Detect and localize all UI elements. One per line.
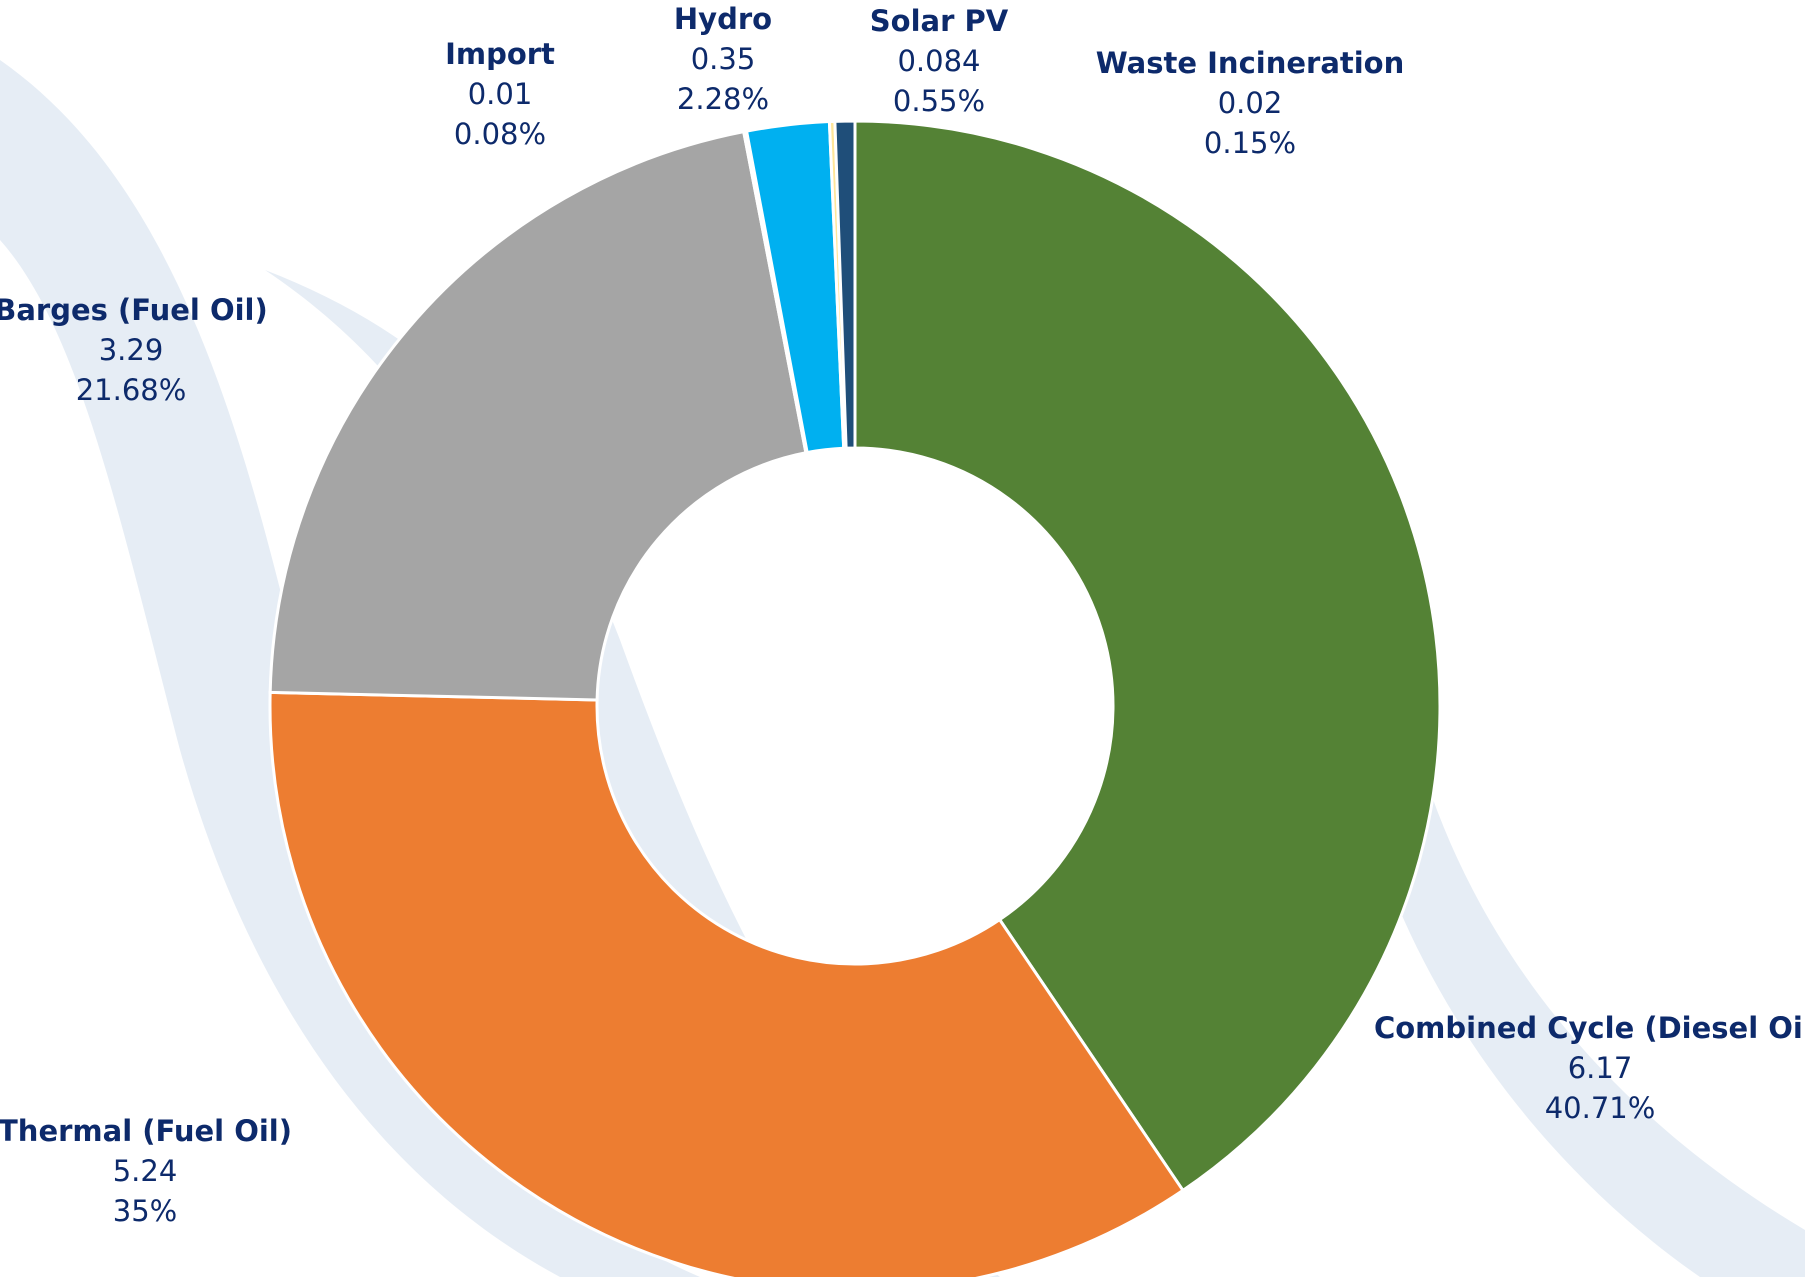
share-label: 0.15% bbox=[1204, 126, 1296, 160]
category-label: Import bbox=[445, 37, 555, 71]
category-label: Barges (Fuel Oil) bbox=[0, 293, 268, 327]
value-label: 0.02 bbox=[1218, 86, 1283, 120]
value-label: 0.35 bbox=[691, 42, 756, 76]
slice bbox=[268, 129, 808, 702]
category-label: Solar PV bbox=[870, 4, 1009, 38]
share-label: 2.28% bbox=[677, 82, 769, 116]
slice bbox=[853, 119, 1442, 1193]
category-label: Combined Cycle (Diesel Oil) bbox=[1374, 1011, 1805, 1045]
value-label: 6.17 bbox=[1568, 1051, 1633, 1085]
category-label: Waste Incineration bbox=[1096, 46, 1405, 80]
value-label: 0.084 bbox=[897, 44, 980, 78]
share-label: 0.55% bbox=[893, 84, 985, 118]
category-label: Hydro bbox=[674, 2, 772, 36]
donut bbox=[268, 119, 1442, 1277]
value-label: 3.29 bbox=[99, 333, 164, 367]
slice bbox=[833, 119, 857, 450]
share-label: 35% bbox=[113, 1194, 177, 1228]
category-label: Thermal (Fuel Oil) bbox=[0, 1114, 292, 1148]
share-label: 0.08% bbox=[454, 117, 546, 151]
data-labels: Combined Cycle (Diesel Oil) 6.17 40.71% The… bbox=[0, 2, 1805, 1228]
value-label: 0.01 bbox=[468, 77, 533, 111]
slice bbox=[268, 690, 1186, 1277]
share-label: 40.71% bbox=[1545, 1091, 1656, 1125]
value-label: 5.24 bbox=[113, 1154, 178, 1188]
share-label: 21.68% bbox=[76, 373, 187, 407]
